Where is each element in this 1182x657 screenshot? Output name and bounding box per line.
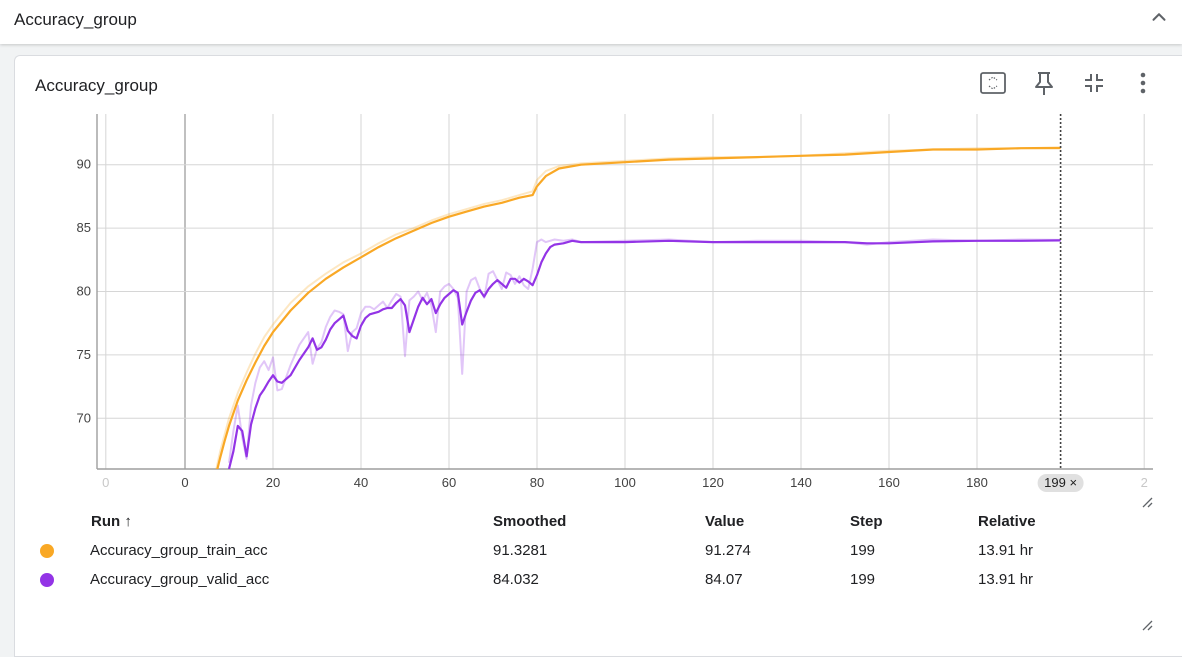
x-tick-label: 40 [354, 475, 368, 490]
hover-step-badge [1037, 474, 1084, 492]
x-tick-label: 20 [266, 475, 280, 490]
column-header-smoothed[interactable]: Smoothed [493, 513, 567, 530]
hover-step-label: 199 × [1044, 475, 1077, 490]
series-raw-line [228, 238, 1061, 463]
series-smoothed-line [216, 146, 1061, 469]
x-tick-label: 2 [1141, 475, 1148, 490]
card-title: Accuracy_group [35, 76, 158, 95]
column-header-value[interactable]: Value [705, 513, 745, 530]
relative-time: 13.91 hr [978, 571, 1034, 588]
raw-value: 84.07 [705, 571, 743, 588]
resize-handle-icon[interactable] [1141, 496, 1153, 508]
x-tick-label: 120 [702, 475, 724, 490]
y-tick-label: 75 [77, 347, 91, 362]
chart-card: Accuracy_group 0 0 20 40 60 80 100 120 140 160 180… [14, 55, 1182, 657]
resize-handle-icon[interactable] [1141, 619, 1153, 631]
x-tick-label: 100 [614, 475, 636, 490]
y-tick-label: 80 [77, 284, 91, 299]
section-header: Accuracy_group [0, 0, 1182, 44]
smoothed-value: 84.032 [493, 571, 539, 588]
minimize-icon[interactable] [1080, 69, 1108, 97]
raw-value: 91.274 [705, 542, 751, 559]
series-color-swatch [40, 573, 54, 587]
more-vert-icon[interactable] [1129, 69, 1157, 97]
smoothed-value: 91.3281 [493, 542, 548, 559]
column-header-run[interactable]: Run ↑ [91, 513, 132, 530]
x-tick-label: 180 [966, 475, 988, 490]
chevron-up-icon[interactable] [1148, 6, 1170, 28]
series-smoothed-line [227, 239, 1061, 469]
section-title: Accuracy_group [14, 10, 137, 29]
step-value: 199 [850, 542, 876, 559]
x-tick-label: 140 [790, 475, 812, 490]
x-tick-label: 80 [530, 475, 544, 490]
y-tick-label: 85 [77, 220, 91, 235]
column-header-relative[interactable]: Relative [978, 513, 1036, 530]
y-tick-label: 90 [77, 157, 91, 172]
x-tick-label: 60 [442, 475, 456, 490]
y-tick-label: 70 [77, 410, 91, 425]
line-chart[interactable]: 0 0 20 40 60 80 100 120 140 160 180 2 70 75 80 85 90 199 … [15, 56, 1182, 506]
series-raw-line [215, 147, 1061, 469]
run-name: Accuracy_group_train_acc [90, 542, 268, 559]
series-color-swatch [40, 544, 54, 558]
x-tick-label: 0 [181, 475, 188, 490]
x-tick-label: 0 [102, 475, 109, 490]
fit-to-data-icon[interactable] [979, 69, 1007, 97]
relative-time: 13.91 hr [978, 542, 1034, 559]
column-header-step[interactable]: Step [850, 513, 883, 530]
pin-icon[interactable] [1030, 69, 1058, 97]
step-value: 199 [850, 571, 876, 588]
x-tick-label: 160 [878, 475, 900, 490]
run-name: Accuracy_group_valid_acc [90, 571, 270, 588]
